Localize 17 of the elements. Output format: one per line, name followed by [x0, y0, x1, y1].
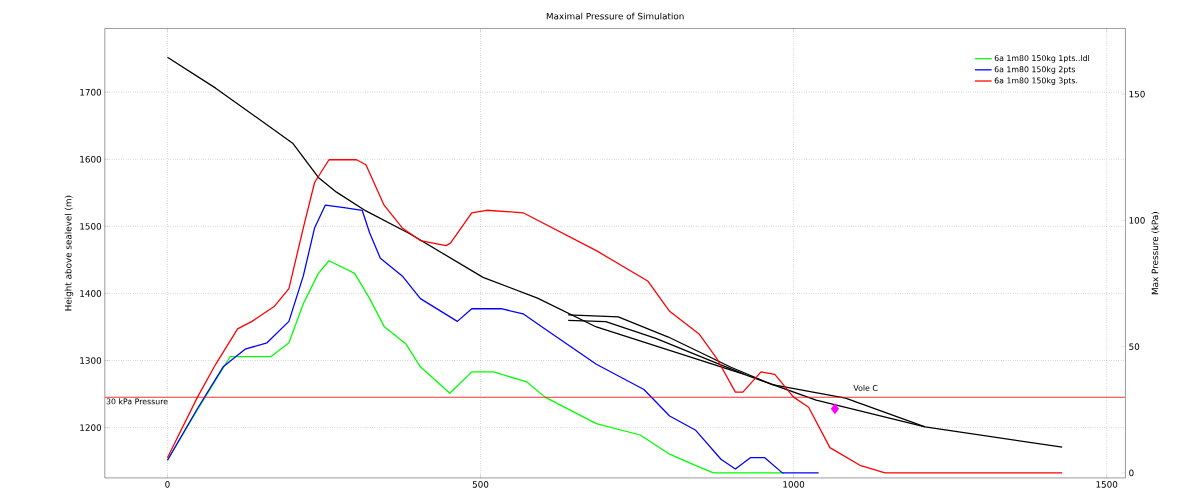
- y2-tick-label: 0: [1129, 469, 1134, 477]
- y-tick-label: 1200: [80, 424, 102, 432]
- y2-tick-label: 150: [1129, 90, 1145, 98]
- y-tick-label: 1700: [80, 89, 102, 96]
- y-tick-label: 1500: [80, 223, 102, 230]
- y2-tick-label: 50: [1129, 343, 1140, 351]
- x-tick-label: 500: [472, 481, 489, 488]
- x-tick-label: 1500: [1096, 481, 1118, 488]
- y-tick-label: 1600: [80, 156, 102, 163]
- y-axis-title: Height above sealevel (m): [64, 196, 74, 311]
- y-tick-label: 1300: [80, 357, 102, 365]
- x-tick-label: 0: [165, 481, 170, 488]
- chart-title: Maximal Pressure of Simulation: [546, 12, 684, 20]
- y2-tick-label: 100: [1129, 217, 1145, 224]
- x-tick-label: 1000: [783, 481, 805, 488]
- y-tick-label: 1400: [80, 290, 102, 297]
- y2-axis-title: Max Pressure (kPa): [1151, 212, 1160, 295]
